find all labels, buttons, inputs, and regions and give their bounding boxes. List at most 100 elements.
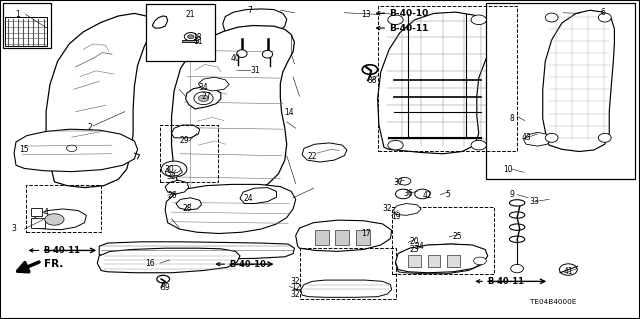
Bar	[447, 255, 460, 267]
Polygon shape	[396, 244, 488, 273]
Text: 11: 11	[194, 37, 203, 46]
Ellipse shape	[45, 214, 64, 225]
Polygon shape	[543, 10, 614, 152]
Text: 9: 9	[509, 190, 515, 199]
Text: 38: 38	[367, 76, 378, 85]
Polygon shape	[165, 184, 296, 234]
Text: FR.: FR.	[44, 259, 63, 269]
Ellipse shape	[471, 15, 486, 25]
Polygon shape	[223, 9, 287, 38]
Ellipse shape	[388, 15, 403, 25]
Polygon shape	[165, 180, 189, 194]
Polygon shape	[198, 77, 229, 91]
Bar	[408, 255, 421, 267]
Polygon shape	[186, 87, 221, 109]
Text: TE04B4000E: TE04B4000E	[530, 300, 576, 305]
Ellipse shape	[161, 161, 187, 177]
Text: 28: 28	[182, 204, 191, 213]
Polygon shape	[524, 132, 552, 146]
Polygon shape	[99, 242, 294, 259]
Text: 29: 29	[179, 137, 189, 145]
Polygon shape	[152, 16, 168, 28]
Text: 8: 8	[509, 114, 515, 122]
Ellipse shape	[168, 165, 180, 173]
Polygon shape	[33, 209, 86, 230]
Text: 39: 39	[160, 283, 170, 292]
Bar	[31, 218, 45, 228]
Text: 3: 3	[12, 224, 17, 233]
Ellipse shape	[184, 33, 197, 41]
Text: 34: 34	[198, 83, 209, 92]
Text: 23: 23	[410, 245, 420, 254]
Text: 42: 42	[422, 191, 433, 200]
Text: 32: 32	[291, 290, 301, 299]
Ellipse shape	[511, 264, 524, 273]
Text: B-40-11: B-40-11	[389, 24, 429, 33]
Bar	[315, 230, 329, 245]
Ellipse shape	[388, 140, 403, 150]
Ellipse shape	[398, 177, 411, 185]
Ellipse shape	[194, 92, 213, 105]
Bar	[392, 207, 494, 274]
Text: B-40-10: B-40-10	[389, 9, 428, 18]
Text: 10: 10	[502, 165, 513, 174]
Text: 5: 5	[445, 190, 451, 199]
Text: B-40-11: B-40-11	[488, 277, 525, 286]
Polygon shape	[172, 125, 200, 138]
Polygon shape	[296, 220, 392, 251]
Ellipse shape	[188, 35, 194, 39]
Text: 22: 22	[308, 152, 317, 161]
Text: 37: 37	[393, 178, 403, 187]
Text: 32: 32	[166, 172, 177, 181]
Text: 36: 36	[403, 189, 413, 198]
Text: 31: 31	[250, 66, 260, 75]
Text: 33: 33	[529, 197, 540, 206]
Bar	[26, 185, 101, 232]
Text: 40: 40	[230, 54, 241, 63]
Polygon shape	[14, 129, 138, 172]
Ellipse shape	[559, 264, 577, 275]
Polygon shape	[176, 198, 202, 210]
Bar	[486, 3, 635, 179]
Bar	[5, 17, 47, 46]
Text: 25: 25	[452, 232, 463, 241]
Ellipse shape	[415, 189, 430, 199]
Bar	[428, 255, 440, 267]
Text: 19: 19	[390, 212, 401, 221]
Polygon shape	[172, 26, 294, 194]
Polygon shape	[378, 12, 492, 154]
Bar	[3, 3, 51, 48]
Bar	[378, 6, 517, 151]
Ellipse shape	[471, 140, 486, 150]
Text: 17: 17	[361, 229, 371, 238]
Polygon shape	[165, 167, 182, 176]
Bar	[31, 208, 42, 216]
Text: 32: 32	[291, 277, 301, 286]
Ellipse shape	[198, 95, 209, 101]
Text: 13: 13	[361, 10, 371, 19]
Polygon shape	[302, 143, 347, 162]
Ellipse shape	[262, 50, 273, 58]
Text: 24: 24	[243, 194, 253, 203]
Polygon shape	[394, 204, 421, 215]
Text: 16: 16	[145, 259, 156, 268]
Text: 34: 34	[414, 242, 424, 251]
Polygon shape	[396, 244, 485, 274]
Bar	[146, 4, 215, 61]
Text: 20: 20	[410, 237, 420, 246]
Text: 4: 4	[44, 208, 49, 217]
Ellipse shape	[474, 257, 486, 265]
Polygon shape	[240, 188, 276, 204]
Text: 12: 12	[291, 283, 300, 292]
Ellipse shape	[598, 13, 611, 22]
Text: 2: 2	[87, 123, 92, 132]
Bar	[160, 125, 218, 182]
Text: 7: 7	[247, 6, 252, 15]
Text: 15: 15	[19, 145, 29, 154]
Ellipse shape	[545, 13, 558, 22]
Text: 27: 27	[201, 92, 211, 101]
Text: B-40-11: B-40-11	[44, 246, 81, 255]
Polygon shape	[182, 40, 198, 42]
Text: B-40-10: B-40-10	[229, 260, 266, 269]
Text: 1: 1	[15, 10, 20, 19]
